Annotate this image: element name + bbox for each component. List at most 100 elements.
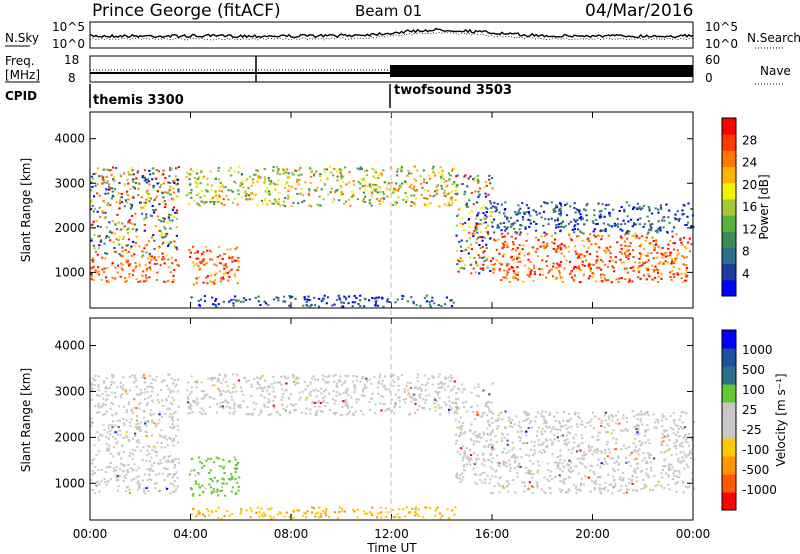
velocity-cell: [669, 468, 672, 471]
power-cell: [431, 167, 434, 170]
velocity-cell: [491, 446, 494, 449]
velocity-cell: [568, 489, 571, 492]
velocity-cell: [661, 425, 664, 428]
power-cell: [484, 206, 488, 209]
velocity-cell: [211, 480, 214, 483]
velocity-cell: [292, 404, 295, 407]
velocity-cell: [577, 472, 580, 475]
power-cell: [426, 197, 429, 200]
power-cell: [654, 276, 657, 279]
velocity-cell: [259, 411, 262, 414]
power-cell: [374, 177, 377, 179]
velocity-cell: [487, 445, 490, 448]
velocity-cell: [188, 412, 191, 415]
velocity-cell: [173, 485, 176, 488]
velocity-cell: [278, 511, 281, 514]
velocity-cell: [513, 461, 516, 464]
velocity-cell: [174, 434, 178, 437]
velocity-cell: [383, 403, 386, 406]
velocity-cell: [600, 492, 603, 495]
velocity-cell: [447, 376, 450, 379]
velocity-cell: [417, 508, 420, 511]
power-cell: [141, 254, 145, 257]
velocity-cell: [460, 383, 463, 386]
velocity-cell: [267, 398, 270, 401]
power-cell: [613, 224, 616, 227]
power-cell: [115, 251, 118, 254]
power-cell: [282, 169, 285, 172]
velocity-cell: [622, 492, 625, 495]
velocity-cell: [188, 405, 191, 408]
power-cell: [496, 224, 499, 227]
power-cell: [626, 229, 629, 232]
power-cell: [133, 178, 136, 181]
velocity-cell: [527, 487, 530, 490]
power-cell: [560, 222, 563, 225]
power-cell: [138, 263, 141, 266]
velocity-cell: [502, 433, 505, 436]
power-cell: [651, 236, 654, 239]
velocity-cell: [442, 383, 445, 385]
power-cell: [235, 259, 238, 262]
velocity-cell: [196, 403, 199, 406]
power-cell: [319, 175, 322, 177]
velocity-cell: [297, 377, 300, 380]
velocity-cell: [631, 474, 634, 477]
velocity-cell: [439, 413, 442, 416]
velocity-cell: [411, 394, 414, 397]
power-cell: [545, 233, 548, 236]
power-cell: [510, 235, 513, 238]
velocity-cell: [684, 440, 687, 443]
velocity-cell: [669, 415, 672, 418]
velocity-cell: [344, 389, 347, 392]
power-cell: [603, 249, 606, 252]
power-cell: [445, 296, 448, 299]
velocity-cell: [136, 427, 139, 429]
power-cell: [687, 202, 690, 205]
velocity-cell: [443, 382, 446, 385]
power-cell: [90, 239, 93, 242]
power-cell: [429, 194, 432, 197]
power-cell: [510, 255, 513, 258]
colorbar-tick-label: 12: [742, 222, 757, 236]
power-cell: [131, 178, 134, 181]
power-cell: [131, 169, 134, 172]
velocity-cell: [175, 471, 178, 474]
velocity-cell: [519, 426, 522, 429]
velocity-cell: [143, 410, 146, 413]
velocity-cell: [146, 479, 149, 482]
power-cell: [277, 169, 280, 172]
velocity-cell: [346, 404, 349, 407]
power-cell: [174, 175, 177, 178]
velocity-cell: [105, 377, 108, 380]
power-cell: [240, 196, 243, 199]
velocity-cell: [109, 430, 112, 432]
velocity-cell: [596, 439, 599, 442]
power-cell: [454, 183, 457, 186]
velocity-cell: [113, 391, 117, 394]
power-cell: [555, 204, 558, 207]
velocity-cell: [563, 459, 566, 462]
power-cell: [138, 264, 141, 267]
power-cell: [212, 281, 215, 284]
velocity-cell: [148, 478, 151, 481]
velocity-cell: [553, 434, 556, 437]
velocity-cell: [635, 476, 638, 479]
power-cell: [255, 169, 258, 172]
velocity-cell: [332, 390, 335, 393]
power-cell: [425, 205, 428, 208]
velocity-cell: [519, 439, 522, 442]
velocity-cell: [106, 431, 109, 434]
velocity-cell: [668, 467, 671, 470]
power-cell: [670, 262, 673, 265]
power-cell: [565, 214, 569, 217]
power-cell: [193, 264, 196, 267]
velocity-cell: [581, 462, 584, 465]
velocity-cell: [237, 489, 240, 492]
power-cell: [149, 214, 152, 217]
power-cell: [598, 266, 601, 269]
velocity-cell: [677, 460, 680, 463]
power-cell: [510, 223, 513, 226]
velocity-cell: [397, 396, 400, 399]
power-cell: [305, 301, 308, 303]
